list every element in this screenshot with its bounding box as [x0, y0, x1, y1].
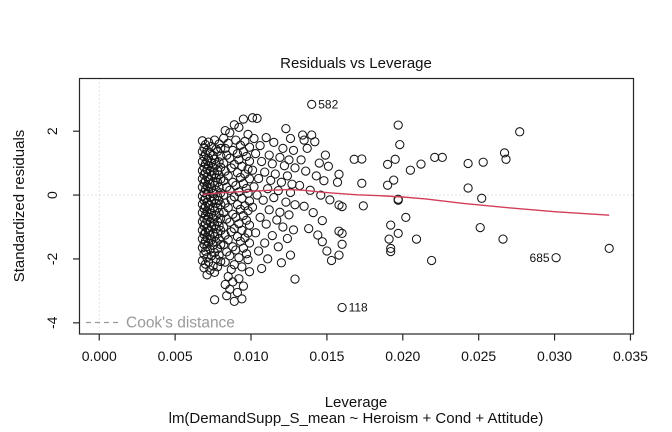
- x-axis-label: Leverage: [325, 394, 388, 411]
- svg-text:0.000: 0.000: [82, 348, 117, 364]
- svg-text:0.010: 0.010: [233, 348, 268, 364]
- svg-text:0.035: 0.035: [613, 348, 648, 364]
- svg-text:2: 2: [44, 127, 60, 135]
- svg-text:0.030: 0.030: [537, 348, 572, 364]
- smooth-trend-line: [202, 188, 610, 216]
- cooks-distance-legend-label: Cook's distance: [126, 315, 235, 332]
- svg-text:685: 685: [530, 251, 550, 265]
- y-axis-label: Standardized residuals: [11, 130, 28, 283]
- svg-text:-2: -2: [44, 253, 60, 266]
- axes-and-ticks: 0.000 0.005 0.010 0.015 0.020 0.025 0.030 0.035…: [44, 77, 648, 364]
- svg-text:0.015: 0.015: [309, 348, 344, 364]
- svg-text:0.020: 0.020: [385, 348, 420, 364]
- svg-text:118: 118: [349, 301, 368, 315]
- svg-text:0.005: 0.005: [158, 348, 193, 364]
- svg-text:582: 582: [318, 98, 338, 112]
- model-formula-sublabel: lm(DemandSupp_S_mean ~ Heroism + Cond + …: [169, 410, 544, 427]
- point-labels: 582 118 685: [318, 98, 550, 315]
- svg-text:0.025: 0.025: [461, 348, 496, 364]
- scatter-points: [197, 99, 614, 313]
- svg-text:0: 0: [44, 191, 60, 199]
- reference-lines: [79, 78, 634, 334]
- chart-title: Residuals vs Leverage: [280, 55, 432, 72]
- svg-text:-4: -4: [44, 316, 60, 329]
